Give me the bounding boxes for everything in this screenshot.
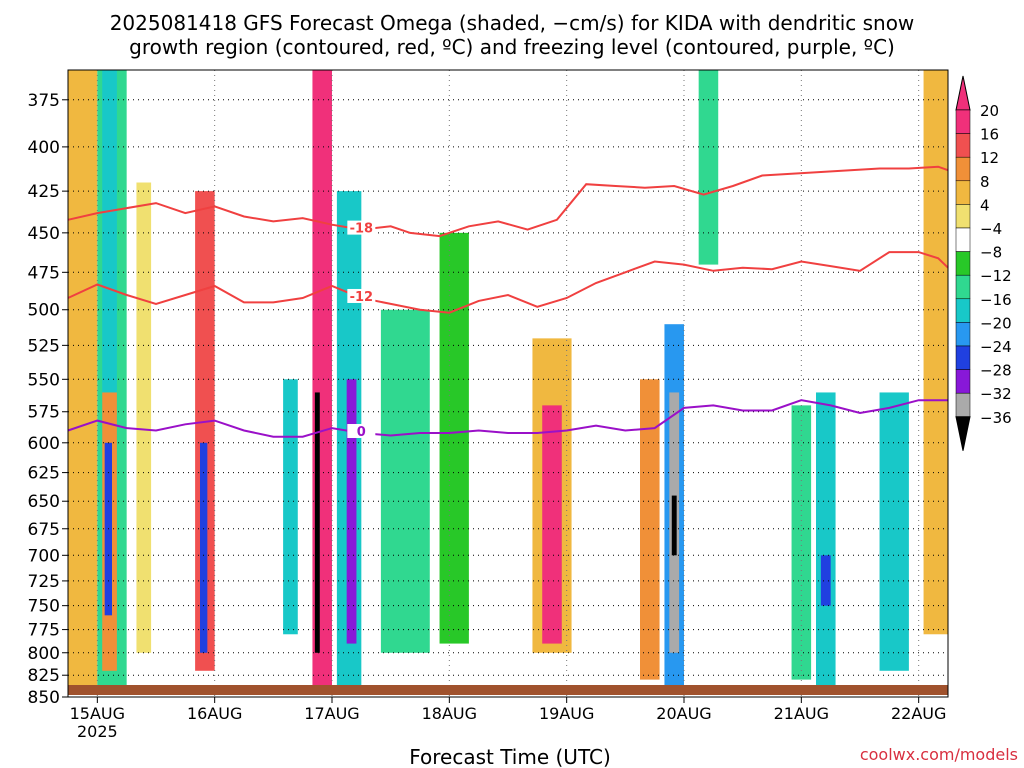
y-tick-label: 750: [28, 597, 60, 617]
omega-cell: [923, 70, 948, 635]
ground-layer: [68, 685, 948, 695]
x-tick-label: 17AUG: [304, 704, 359, 723]
contour-label: 0: [357, 425, 366, 440]
contour-label: -12: [350, 290, 374, 305]
colorbar-tick-label: −36: [980, 409, 1012, 427]
x-axis: 15AUG 16AUG 17AUG 18AUG 19AUG 20AUG 21AUG 22AUG…: [70, 697, 946, 741]
colorbar-swatch: [955, 345, 971, 370]
colorbar-top-triangle: [955, 75, 971, 111]
omega-cell: [136, 182, 152, 653]
y-tick-label: 500: [28, 301, 60, 321]
y-tick-label: 675: [28, 520, 60, 540]
omega-cell: [283, 379, 298, 635]
omega-cell: [380, 309, 430, 653]
y-tick-label: 700: [28, 546, 60, 566]
y-tick-label: 475: [28, 263, 60, 283]
colorbar-tick-label: 16: [980, 126, 999, 144]
x-year-label: 2025: [77, 722, 118, 741]
omega-cell: [542, 405, 562, 644]
colorbar-tick-label: 20: [980, 102, 999, 120]
x-tick-label: 16AUG: [187, 704, 242, 723]
omega-cell: [879, 392, 909, 671]
omega-cell: [816, 392, 836, 689]
grid-layer: [68, 70, 948, 698]
x-tick-label: 20AUG: [656, 704, 711, 723]
watermark-text: coolwx.com/models: [860, 745, 1018, 764]
contour-line: [67, 251, 949, 314]
omega-cell: [820, 555, 831, 606]
colorbar-tick-label: −24: [980, 338, 1012, 356]
y-axis: 375 400 425 450 475 500 525 550 575 600 625 650 675 7…: [28, 91, 68, 708]
contour-label: -18: [350, 222, 374, 237]
colorbar-swatch: [955, 227, 971, 252]
y-tick-label: 375: [28, 91, 60, 111]
omega-cell: [698, 70, 719, 265]
y-tick-label: 575: [28, 403, 60, 423]
contour-label-bg: [347, 220, 376, 235]
colorbar-tick-label: −16: [980, 291, 1012, 309]
omega-cell: [314, 392, 320, 653]
omega-cell: [439, 232, 469, 644]
omega-cell: [791, 405, 812, 680]
y-tick-label: 800: [28, 644, 60, 664]
terrain-band: [68, 685, 948, 695]
y-tick-label: 625: [28, 464, 60, 484]
contour-layer: -18 -12 0: [67, 165, 949, 440]
colorbar-swatch: [955, 180, 971, 205]
contour-label-bg: [347, 288, 376, 303]
colorbar-tick-label: 12: [980, 149, 999, 167]
colorbar-swatch: [955, 133, 971, 158]
colorbar-swatch: [955, 369, 971, 394]
x-axis-title: Forecast Time (UTC): [409, 745, 611, 768]
x-tick-label: 22AUG: [891, 704, 946, 723]
x-tick-label: 19AUG: [539, 704, 594, 723]
chart-title-line-1: 2025081418 GFS Forecast Omega (shaded, −…: [110, 11, 915, 35]
chart-title-line-2: growth region (contoured, red, ºC) and f…: [129, 35, 895, 59]
y-tick-label: 775: [28, 621, 60, 641]
y-tick-label: 600: [28, 434, 60, 454]
colorbar-swatch: [955, 156, 971, 182]
x-tick-label: 15AUG: [70, 704, 125, 723]
contour-line: [67, 165, 949, 238]
colorbar-tick-label: 8: [980, 173, 990, 191]
omega-cell: [68, 70, 98, 689]
y-tick-label: 650: [28, 492, 60, 512]
omega-cell: [200, 442, 208, 653]
colorbar-swatch: [955, 109, 971, 134]
y-tick-label: 850: [28, 688, 60, 708]
y-tick-label: 725: [28, 572, 60, 592]
colorbar-swatch: [955, 298, 971, 323]
colorbar: 20 16 12 8 4 −4 −8 −12 −16 −20 −24 −28 −32 −36: [955, 75, 1012, 451]
colorbar-swatch: [955, 392, 971, 418]
y-tick-label: 525: [28, 336, 60, 356]
colorbar-tick-label: −8: [980, 244, 1002, 262]
y-tick-label: 550: [28, 370, 60, 390]
contour-label-bg: [347, 424, 376, 439]
y-tick-label: 425: [28, 182, 60, 202]
plot-frame: [67, 69, 949, 698]
omega-cell: [640, 379, 660, 680]
colorbar-swatch: [955, 274, 971, 300]
y-tick-label: 400: [28, 138, 60, 158]
x-tick-label: 18AUG: [422, 704, 477, 723]
omega-shading-layer: [68, 70, 948, 689]
colorbar-tick-label: −32: [980, 385, 1012, 403]
y-tick-label: 825: [28, 666, 60, 686]
colorbar-swatch: [955, 322, 971, 347]
colorbar-swatch: [955, 251, 971, 276]
colorbar-tick-label: −4: [980, 220, 1002, 238]
omega-cell: [346, 379, 357, 644]
omega-cell: [671, 495, 677, 556]
colorbar-tick-label: −20: [980, 314, 1012, 332]
colorbar-tick-label: −28: [980, 362, 1012, 380]
colorbar-tick-label: 4: [980, 196, 990, 214]
y-tick-label: 450: [28, 224, 60, 244]
contour-line: [67, 399, 948, 438]
colorbar-tick-label: −12: [980, 267, 1012, 285]
colorbar-bottom-triangle: [955, 416, 971, 451]
x-tick-label: 21AUG: [774, 704, 829, 723]
colorbar-swatch: [955, 204, 971, 229]
omega-cell: [102, 70, 117, 490]
